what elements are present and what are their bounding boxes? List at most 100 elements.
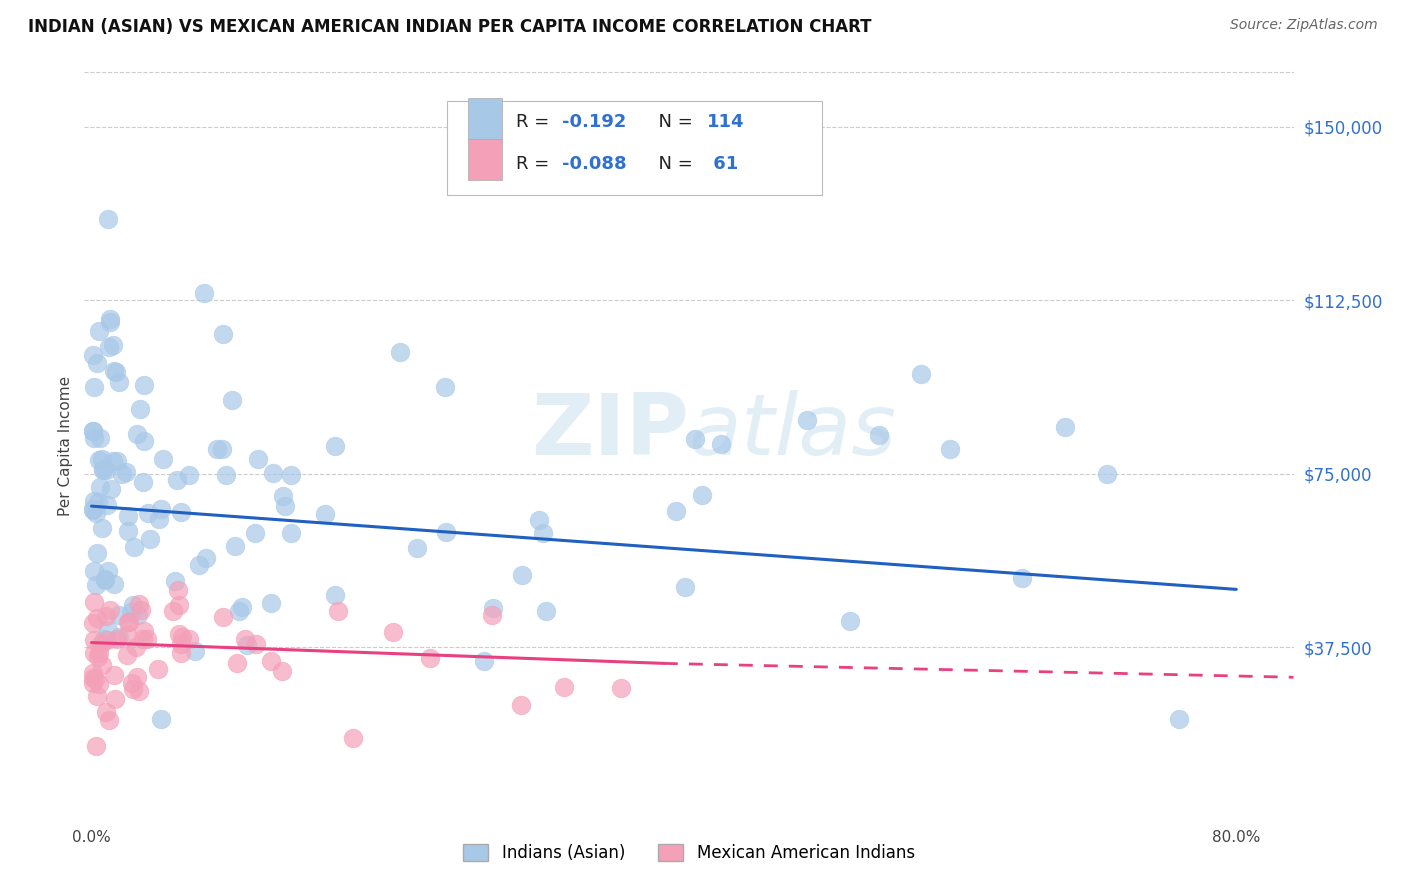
Point [474,654,496,668]
Point [117,524,139,539]
Point [170,504,193,518]
Point [129,402,152,417]
Point [531,526,554,541]
Point [111,467,134,482]
Point [93,572,115,586]
Point [382,624,405,639]
Point [259,596,281,610]
Point [271,664,294,678]
Bar [468,97,502,139]
Point [98,714,121,728]
FancyBboxPatch shape [447,102,823,195]
Point [260,654,283,668]
Point [134,624,156,639]
Point [167,582,190,597]
Point [673,580,696,594]
Point [107,630,129,644]
Point [245,637,267,651]
Point [132,632,155,646]
Point [82,615,104,630]
Point [103,364,125,378]
Point [610,681,633,695]
Point [685,432,707,446]
Point [179,467,201,482]
Point [534,604,557,618]
Point [146,662,169,676]
Text: 61: 61 [707,154,738,172]
Point [212,326,235,341]
Text: ZIP: ZIP [531,390,689,473]
Point [838,614,860,628]
Point [103,577,125,591]
Point [127,607,149,622]
Text: Source: ZipAtlas.com: Source: ZipAtlas.com [1230,18,1378,32]
Point [405,541,427,555]
Text: N =: N = [647,112,699,130]
Point [82,501,104,516]
Point [325,439,347,453]
Point [419,651,441,665]
Point [97,623,120,637]
Point [150,502,173,516]
Point [165,574,187,588]
Point [236,638,259,652]
Point [83,672,105,686]
Point [98,311,121,326]
Point [326,604,349,618]
Point [83,493,105,508]
Point [215,467,238,482]
Point [101,454,124,468]
Point [150,712,173,726]
Point [87,646,110,660]
Point [224,539,246,553]
Point [91,452,114,467]
Point [83,647,105,661]
Point [247,452,270,467]
Point [231,599,253,614]
Point [167,598,190,612]
Point [115,465,138,479]
Point [121,681,143,696]
Point [188,558,211,573]
Point [103,668,125,682]
Point [122,540,145,554]
Point [98,340,121,354]
Point [170,637,193,651]
Point [87,494,110,508]
Point [131,475,153,489]
Point [135,632,157,646]
Point [211,442,233,456]
Point [87,677,110,691]
Point [910,367,932,381]
Text: -0.192: -0.192 [562,112,626,130]
Point [221,393,243,408]
Point [83,632,105,647]
Point [211,609,233,624]
Point [90,637,112,651]
Point [125,670,148,684]
Point [82,503,104,517]
Point [118,615,141,630]
Point [323,588,346,602]
Point [86,546,108,560]
Point [128,684,150,698]
Point [868,428,890,442]
Point [94,463,117,477]
Point [83,431,105,445]
Point [97,564,120,578]
Point [83,595,105,609]
Point [132,434,155,449]
Point [553,681,575,695]
Point [271,489,294,503]
Point [939,442,962,456]
Point [128,597,150,611]
Point [105,365,128,379]
Point [169,646,191,660]
Point [710,437,733,451]
Point [91,462,114,476]
Point [166,474,188,488]
Point [82,666,104,681]
Point [228,604,250,618]
Point [184,644,207,658]
Point [98,603,121,617]
